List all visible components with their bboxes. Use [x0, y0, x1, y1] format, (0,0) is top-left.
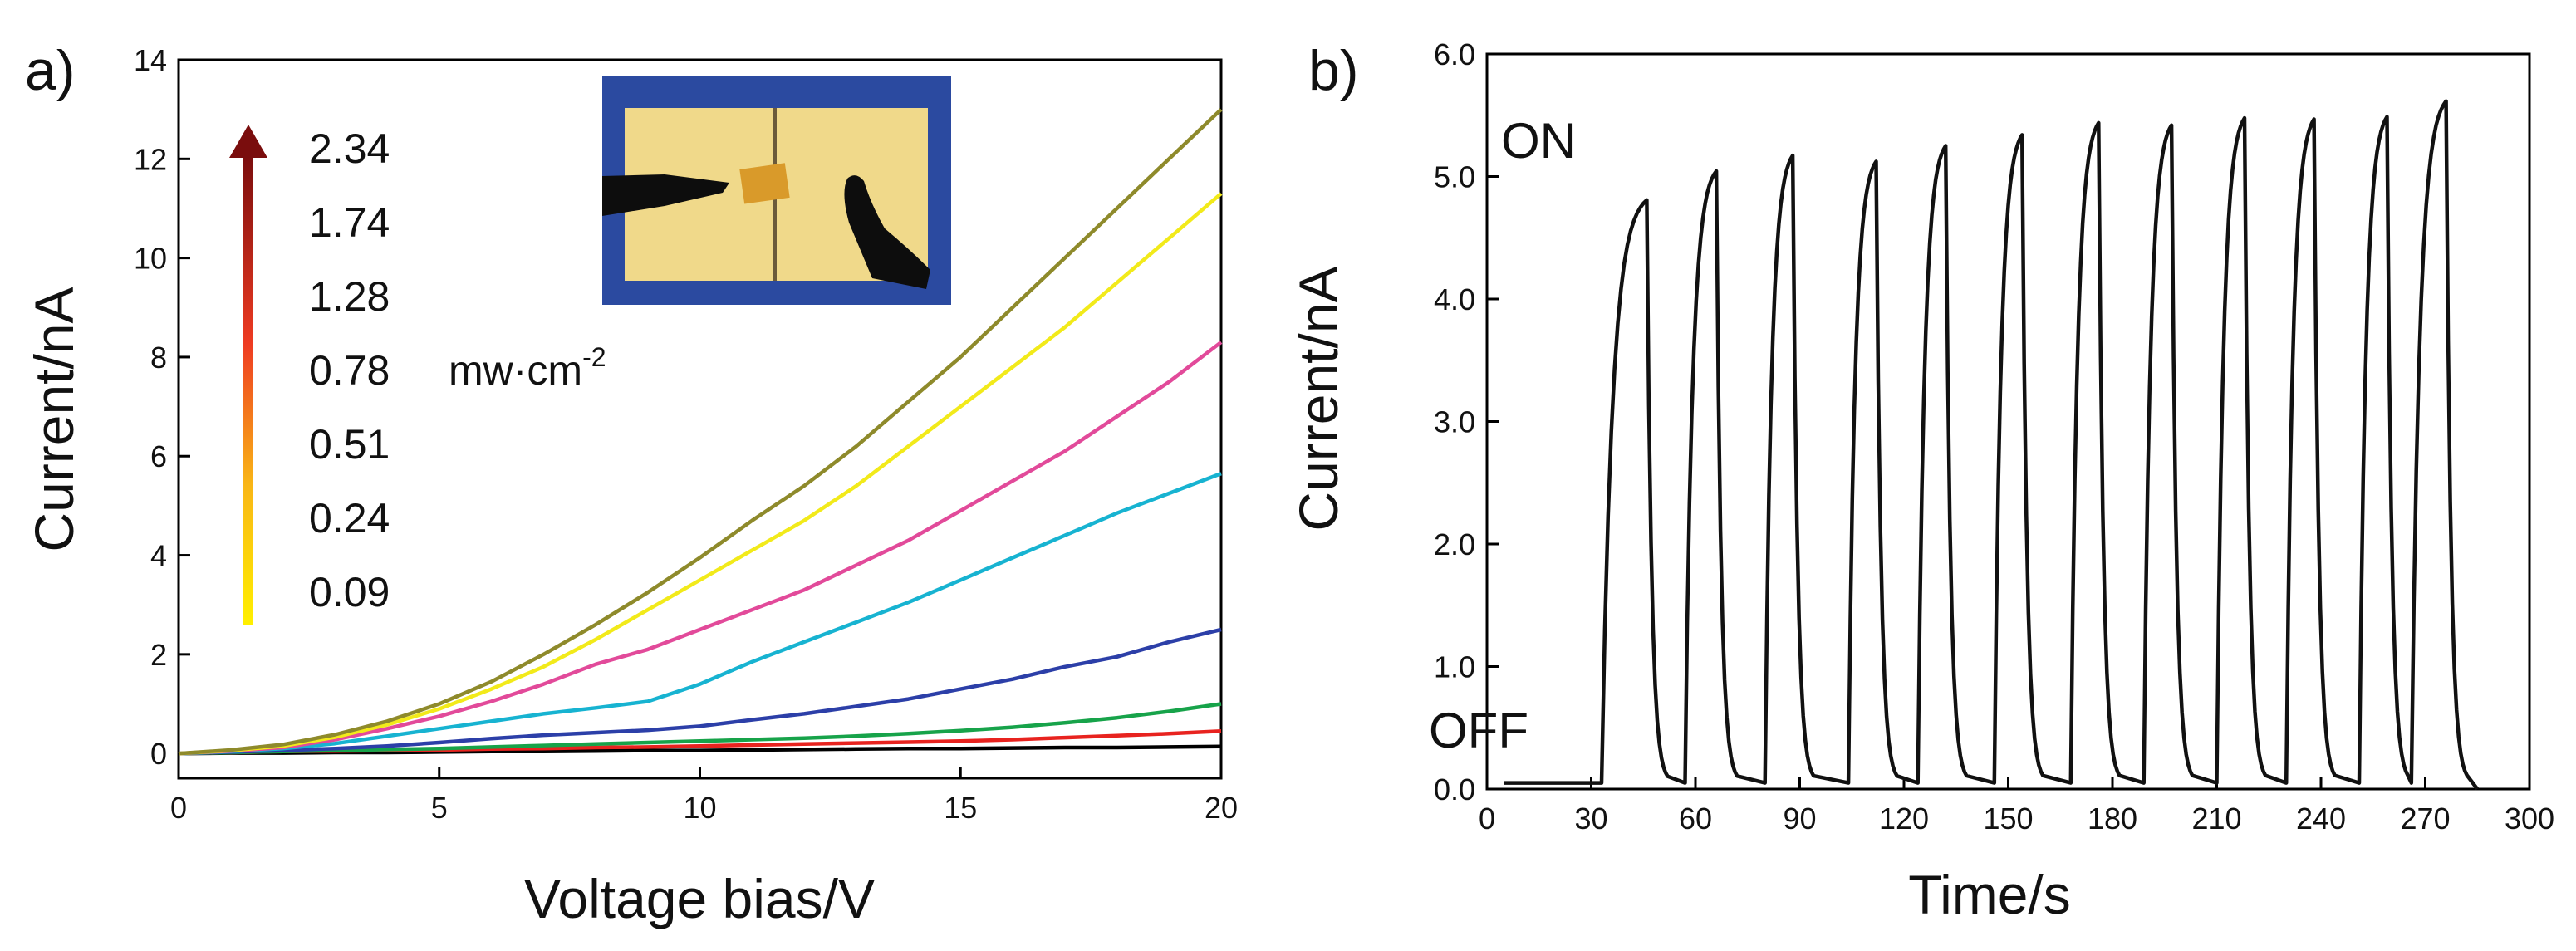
- y-tick-label: 3.0: [1434, 405, 1475, 439]
- legend-gradient-bar: [243, 156, 253, 625]
- series-line-yellow: [178, 192, 1223, 756]
- legend-unit-base: mw·cm: [449, 347, 582, 394]
- y-tick-label: 0.0: [1434, 772, 1475, 806]
- series-line-olive: [178, 108, 1223, 756]
- y-tick-label: 1.0: [1434, 650, 1475, 684]
- series-line-cyan: [178, 471, 1222, 756]
- x-tick-label: 90: [1783, 801, 1816, 836]
- panel-b-series: [1504, 99, 2480, 791]
- y-tick-label: 6: [150, 439, 167, 473]
- legend-value: 0.24: [309, 495, 390, 542]
- legend-value: 0.78: [309, 347, 390, 394]
- y-tick-label: 2.0: [1434, 527, 1475, 561]
- x-tick-label: 180: [2088, 801, 2137, 836]
- photoresponse-trace: [1504, 99, 2480, 791]
- x-tick-label: 240: [2296, 801, 2346, 836]
- legend-unit-exponent: -2: [582, 342, 606, 372]
- y-tick-label: 14: [134, 43, 167, 77]
- panel-b-chart: 0 30 60 90 120 150 180 210 240 270 300 0.0 1.0 2.0 3.0…: [1288, 37, 2554, 925]
- x-tick-label: 20: [1205, 791, 1238, 825]
- legend-unit: mw·cm-2: [449, 342, 606, 394]
- y-tick-label: 5.0: [1434, 160, 1475, 194]
- x-tick-label: 270: [2400, 801, 2450, 836]
- x-tick-label: 300: [2505, 801, 2554, 836]
- y-tick-label: 0: [150, 737, 167, 771]
- x-tick-label: 60: [1679, 801, 1712, 836]
- panel-b-label: b): [1308, 39, 1358, 102]
- y-tick-label: 6.0: [1434, 37, 1475, 71]
- y-tick-label: 4.0: [1434, 282, 1475, 316]
- panel-b-x-axis-title: Time/s: [1908, 864, 2071, 925]
- series-line-blue: [178, 627, 1222, 756]
- inset-left-probe: [602, 174, 729, 216]
- panel-b-ticks: 0 30 60 90 120 150 180 210 240 270 300 0.0 1.0 2.0 3.0…: [1434, 37, 2554, 836]
- legend-value: 2.34: [309, 125, 390, 172]
- x-tick-label: 120: [1879, 801, 1929, 836]
- legend-arrow-icon: [229, 125, 267, 158]
- y-tick-label: 10: [134, 242, 167, 276]
- annotation-off: OFF: [1429, 703, 1528, 758]
- legend-value: 0.51: [309, 421, 390, 468]
- panel-b-y-axis-title: Current/nA: [1288, 266, 1349, 531]
- panel-a-ticks: 0 5 10 15 20 0 2 4 6 8 10 12 14: [134, 43, 1238, 825]
- y-tick-label: 8: [150, 341, 167, 375]
- x-tick-label: 0: [1479, 801, 1495, 836]
- panel-a-series: [178, 108, 1223, 756]
- panel-a-x-axis-title: Voltage bias/V: [524, 868, 875, 929]
- y-tick-label: 2: [150, 638, 167, 672]
- device-photo-inset: [602, 76, 951, 305]
- panel-a-label: a): [25, 39, 75, 102]
- series-line-magenta: [178, 341, 1223, 756]
- x-tick-label: 0: [170, 791, 187, 825]
- x-tick-label: 30: [1574, 801, 1607, 836]
- annotation-on: ON: [1501, 113, 1576, 169]
- x-tick-label: 150: [1983, 801, 2033, 836]
- panel-a-chart: 0 5 10 15 20 0 2 4 6 8 10 12 14 Voltage bias/V Curre…: [23, 43, 1238, 929]
- panel-a-y-axis-title: Current/nA: [23, 287, 85, 551]
- x-tick-label: 15: [944, 791, 977, 825]
- inset-right-probe: [844, 175, 930, 289]
- legend-value: 0.09: [309, 569, 390, 615]
- x-tick-label: 5: [431, 791, 448, 825]
- panel-b-frame: [1485, 52, 2531, 791]
- y-tick-label: 4: [150, 539, 167, 573]
- y-tick-label: 12: [134, 142, 167, 176]
- legend-value: 1.28: [309, 273, 390, 320]
- legend-value: 1.74: [309, 199, 390, 246]
- x-tick-label: 10: [683, 791, 716, 825]
- series-line-green: [178, 702, 1222, 756]
- x-tick-label: 210: [2191, 801, 2241, 836]
- inset-sample-flake: [739, 163, 790, 204]
